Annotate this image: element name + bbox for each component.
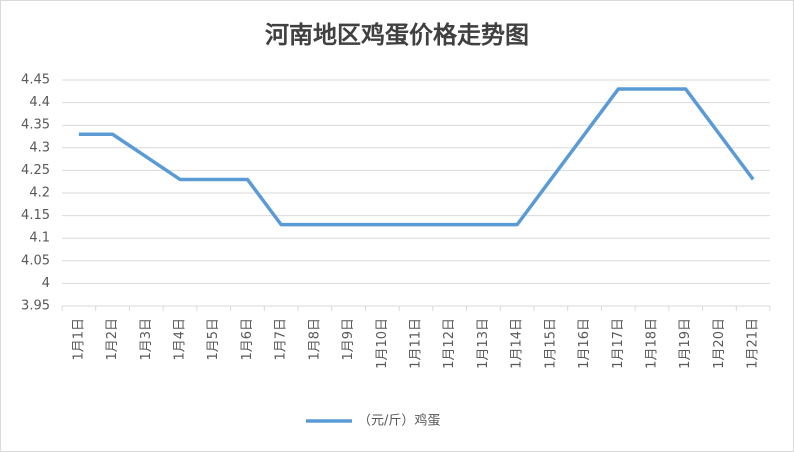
x-tick-label: 1月18日 (645, 318, 660, 369)
x-tick-label: 1月7日 (274, 318, 289, 361)
y-tick-label: 4.25 (21, 163, 50, 178)
x-tick-label: 1月9日 (341, 318, 356, 361)
y-tick-label: 4 (42, 276, 50, 291)
x-tick-label: 1月2日 (105, 318, 120, 361)
x-tick-label: 1月3日 (139, 318, 154, 361)
x-tick-label: 1月14日 (510, 318, 525, 369)
x-tick-label: 1月10日 (375, 318, 390, 369)
x-tick-label: 1月17日 (611, 318, 626, 369)
data-line (78, 87, 755, 227)
y-tick-label: 4.45 (21, 73, 50, 88)
x-tick-label: 1月16日 (577, 318, 592, 369)
x-tick-label: 1月8日 (307, 318, 322, 361)
y-tick-label: 4.15 (21, 208, 50, 223)
x-tick-label: 1月13日 (476, 318, 491, 369)
y-tick-label: 4.3 (29, 140, 50, 155)
y-tick-label: 4.4 (29, 95, 50, 110)
y-tick-label: 4.05 (21, 253, 50, 268)
x-tick-label: 1月11日 (409, 318, 424, 369)
y-tick-label: 4.35 (21, 118, 50, 133)
y-tick-label: 4.2 (29, 186, 50, 201)
x-tick-label: 1月15日 (543, 318, 558, 369)
x-tick-label: 1月19日 (678, 318, 693, 369)
x-tick-label: 1月12日 (442, 318, 457, 369)
x-tick-label: 1月4日 (173, 318, 188, 361)
y-tick-label: 3.95 (21, 299, 50, 314)
chart-title: 河南地区鸡蛋价格走势图 (265, 21, 529, 49)
x-tick-label: 1月21日 (746, 318, 761, 369)
x-tick-label: 1月1日 (71, 318, 86, 361)
legend-label: （元/斤）鸡蛋 (358, 413, 440, 429)
x-tick-label: 1月6日 (240, 318, 255, 361)
x-tick-label: 1月5日 (206, 318, 221, 361)
x-tick-label: 1月20日 (712, 318, 727, 369)
y-tick-label: 4.1 (29, 231, 50, 246)
